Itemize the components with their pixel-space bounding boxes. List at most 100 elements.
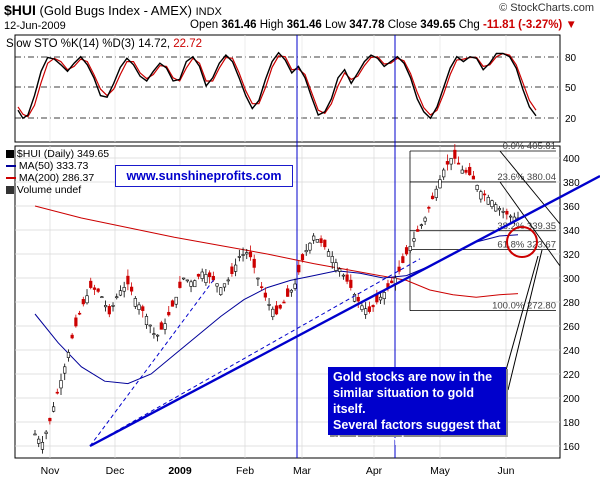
candle-body (141, 306, 145, 311)
candle-body (356, 296, 360, 302)
candle-body (390, 280, 394, 284)
candle-body (494, 204, 498, 212)
stochastic-label: Slow STO %K(14) %D(3) (6, 38, 135, 50)
candle-body (122, 287, 126, 292)
candle-body (178, 281, 182, 288)
stochastic-tick-label: 80 (565, 53, 577, 64)
candle-body (148, 324, 152, 327)
candle-body (156, 334, 160, 337)
candle-body (226, 279, 230, 282)
candle-body (271, 308, 275, 318)
main-support-trendline (89, 174, 600, 448)
candle-body (286, 288, 290, 297)
stochastic-d-line (17, 52, 537, 118)
candle-body (404, 247, 409, 255)
website-url: www.sunshineprofits.com (115, 165, 293, 187)
candle-body (508, 215, 513, 218)
candle-body (77, 312, 82, 315)
candle-body (115, 296, 119, 299)
exchange-label: INDX (195, 6, 222, 18)
candle-body (378, 296, 383, 301)
candle-body (319, 238, 323, 244)
stochastic-tick-label: 50 (565, 83, 577, 94)
candle-body (427, 206, 431, 209)
trendlines (89, 174, 600, 448)
hui-legend-swatch (6, 150, 14, 159)
candle-body (130, 286, 134, 292)
candle-body (334, 262, 338, 271)
candle-body (189, 281, 193, 287)
price-legend: $HUI (Daily) 349.65 MA(50) 333.73 MA(200… (6, 148, 109, 196)
candle-body (464, 169, 468, 173)
y-tick-label: 320 (563, 250, 580, 261)
candle-body (453, 149, 457, 159)
candle-body (215, 283, 219, 287)
open-value: 361.46 (221, 19, 257, 31)
candle-body (338, 268, 342, 272)
candle-body (434, 188, 438, 198)
stochastic-k-line (17, 51, 537, 120)
candle-body (330, 256, 334, 263)
candle-body (208, 272, 212, 278)
high-value: 361.46 (286, 19, 322, 31)
stockcharts-credit: © StockCharts.com (499, 2, 594, 14)
candle-body (33, 433, 37, 436)
candle-body (89, 280, 93, 288)
candle-body (282, 301, 286, 304)
candle-body (63, 366, 67, 374)
candle-body (204, 274, 208, 283)
candle-body (137, 304, 141, 310)
candle-body (278, 304, 282, 309)
candle-body (456, 162, 461, 165)
ma50-legend-swatch (6, 165, 16, 168)
candle-body (40, 442, 45, 450)
stochastic-legend: Slow STO %K(14) %D(3) 14.72, 22.72 (6, 38, 203, 50)
candle-body (174, 296, 178, 305)
candle-body (196, 273, 201, 277)
candle-body (159, 322, 163, 330)
candle-body (103, 305, 108, 308)
annotation-note: Gold stocks are now in the similar situa… (328, 367, 506, 448)
candle-body (44, 431, 48, 434)
candle-body (349, 279, 353, 288)
candle-body (111, 305, 115, 307)
candle-body (66, 352, 71, 358)
y-tick-label: 260 (563, 322, 580, 333)
candle-body (200, 271, 204, 279)
x-tick-label: 2009 (168, 465, 192, 477)
candle-body (308, 242, 312, 251)
candle-body (442, 169, 446, 178)
y-tick-label: 380 (563, 178, 580, 189)
candle-body (237, 256, 241, 258)
candle-body (397, 266, 401, 272)
candle-body (416, 229, 420, 232)
candle-body (51, 406, 56, 412)
candle-body (341, 274, 345, 277)
candle-body (345, 274, 349, 282)
note-line: similar situation to gold itself. (333, 386, 474, 416)
candle-body (152, 333, 156, 335)
candle-body (501, 210, 505, 213)
candle-body (430, 195, 435, 200)
candle-body (479, 191, 483, 200)
channel-line (499, 181, 561, 267)
candle-body (241, 254, 245, 256)
note-arrow (507, 249, 543, 391)
stochastic-panel (14, 34, 561, 143)
candle-body (304, 250, 308, 253)
ohlc-readout: Open 361.46 High 361.46 Low 347.78 Close… (190, 19, 577, 31)
candle-body (312, 235, 316, 241)
x-tick-label: Dec (106, 465, 125, 477)
candle-body (144, 316, 149, 325)
candle-body (96, 288, 100, 292)
volume-legend-swatch (6, 186, 14, 195)
candle-body (460, 169, 464, 174)
y-tick-label: 280 (563, 298, 580, 309)
candle-body (367, 306, 371, 312)
y-tick-label: 360 (563, 202, 580, 213)
candle-body (92, 287, 97, 290)
dashed-trendline-shallow (89, 258, 421, 447)
candle-body (364, 308, 368, 315)
chart-date: 12-Jun-2009 (4, 20, 66, 32)
candle-body (412, 238, 416, 242)
